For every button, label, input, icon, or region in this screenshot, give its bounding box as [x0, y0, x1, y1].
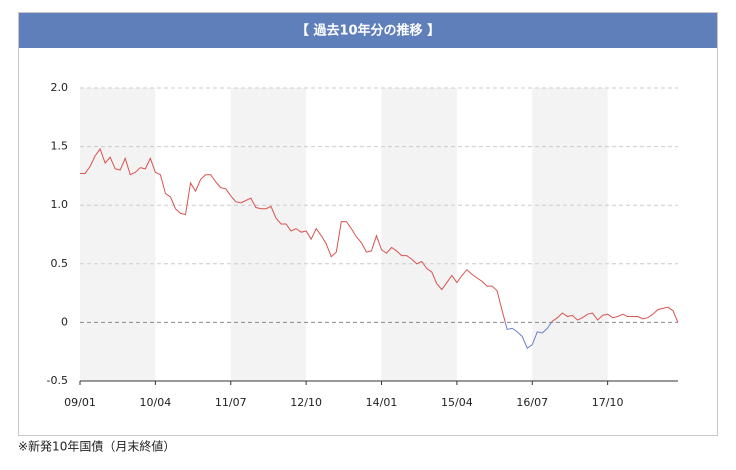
- y-tick-label: 0.5: [51, 257, 69, 270]
- x-tick-label: 15/04: [441, 396, 473, 409]
- x-tick-label: 11/07: [215, 396, 247, 409]
- y-tick-label: 1.5: [51, 140, 69, 153]
- y-tick-label: 2.0: [51, 81, 69, 94]
- x-tick-label: 10/04: [140, 396, 172, 409]
- x-tick-label: 09/01: [64, 396, 96, 409]
- band: [532, 88, 608, 381]
- band: [80, 88, 156, 381]
- header-bar: [19, 13, 717, 48]
- band: [381, 88, 457, 381]
- x-tick-label: 14/01: [366, 396, 398, 409]
- x-tick-label: 17/10: [592, 396, 624, 409]
- bands: [80, 88, 608, 381]
- y-tick-label: 1.0: [51, 198, 69, 211]
- x-tick-label: 16/07: [516, 396, 548, 409]
- y-tick-label: -0.5: [47, 374, 68, 387]
- line-positive: [80, 147, 679, 323]
- band: [230, 88, 307, 381]
- note: ※新発10年国債（月末終値）: [18, 439, 175, 454]
- chart-title: 【 過去10年分の推移 】: [296, 23, 440, 39]
- x-tick-label: 12/10: [290, 396, 322, 409]
- y-tick-label: 0: [61, 315, 68, 328]
